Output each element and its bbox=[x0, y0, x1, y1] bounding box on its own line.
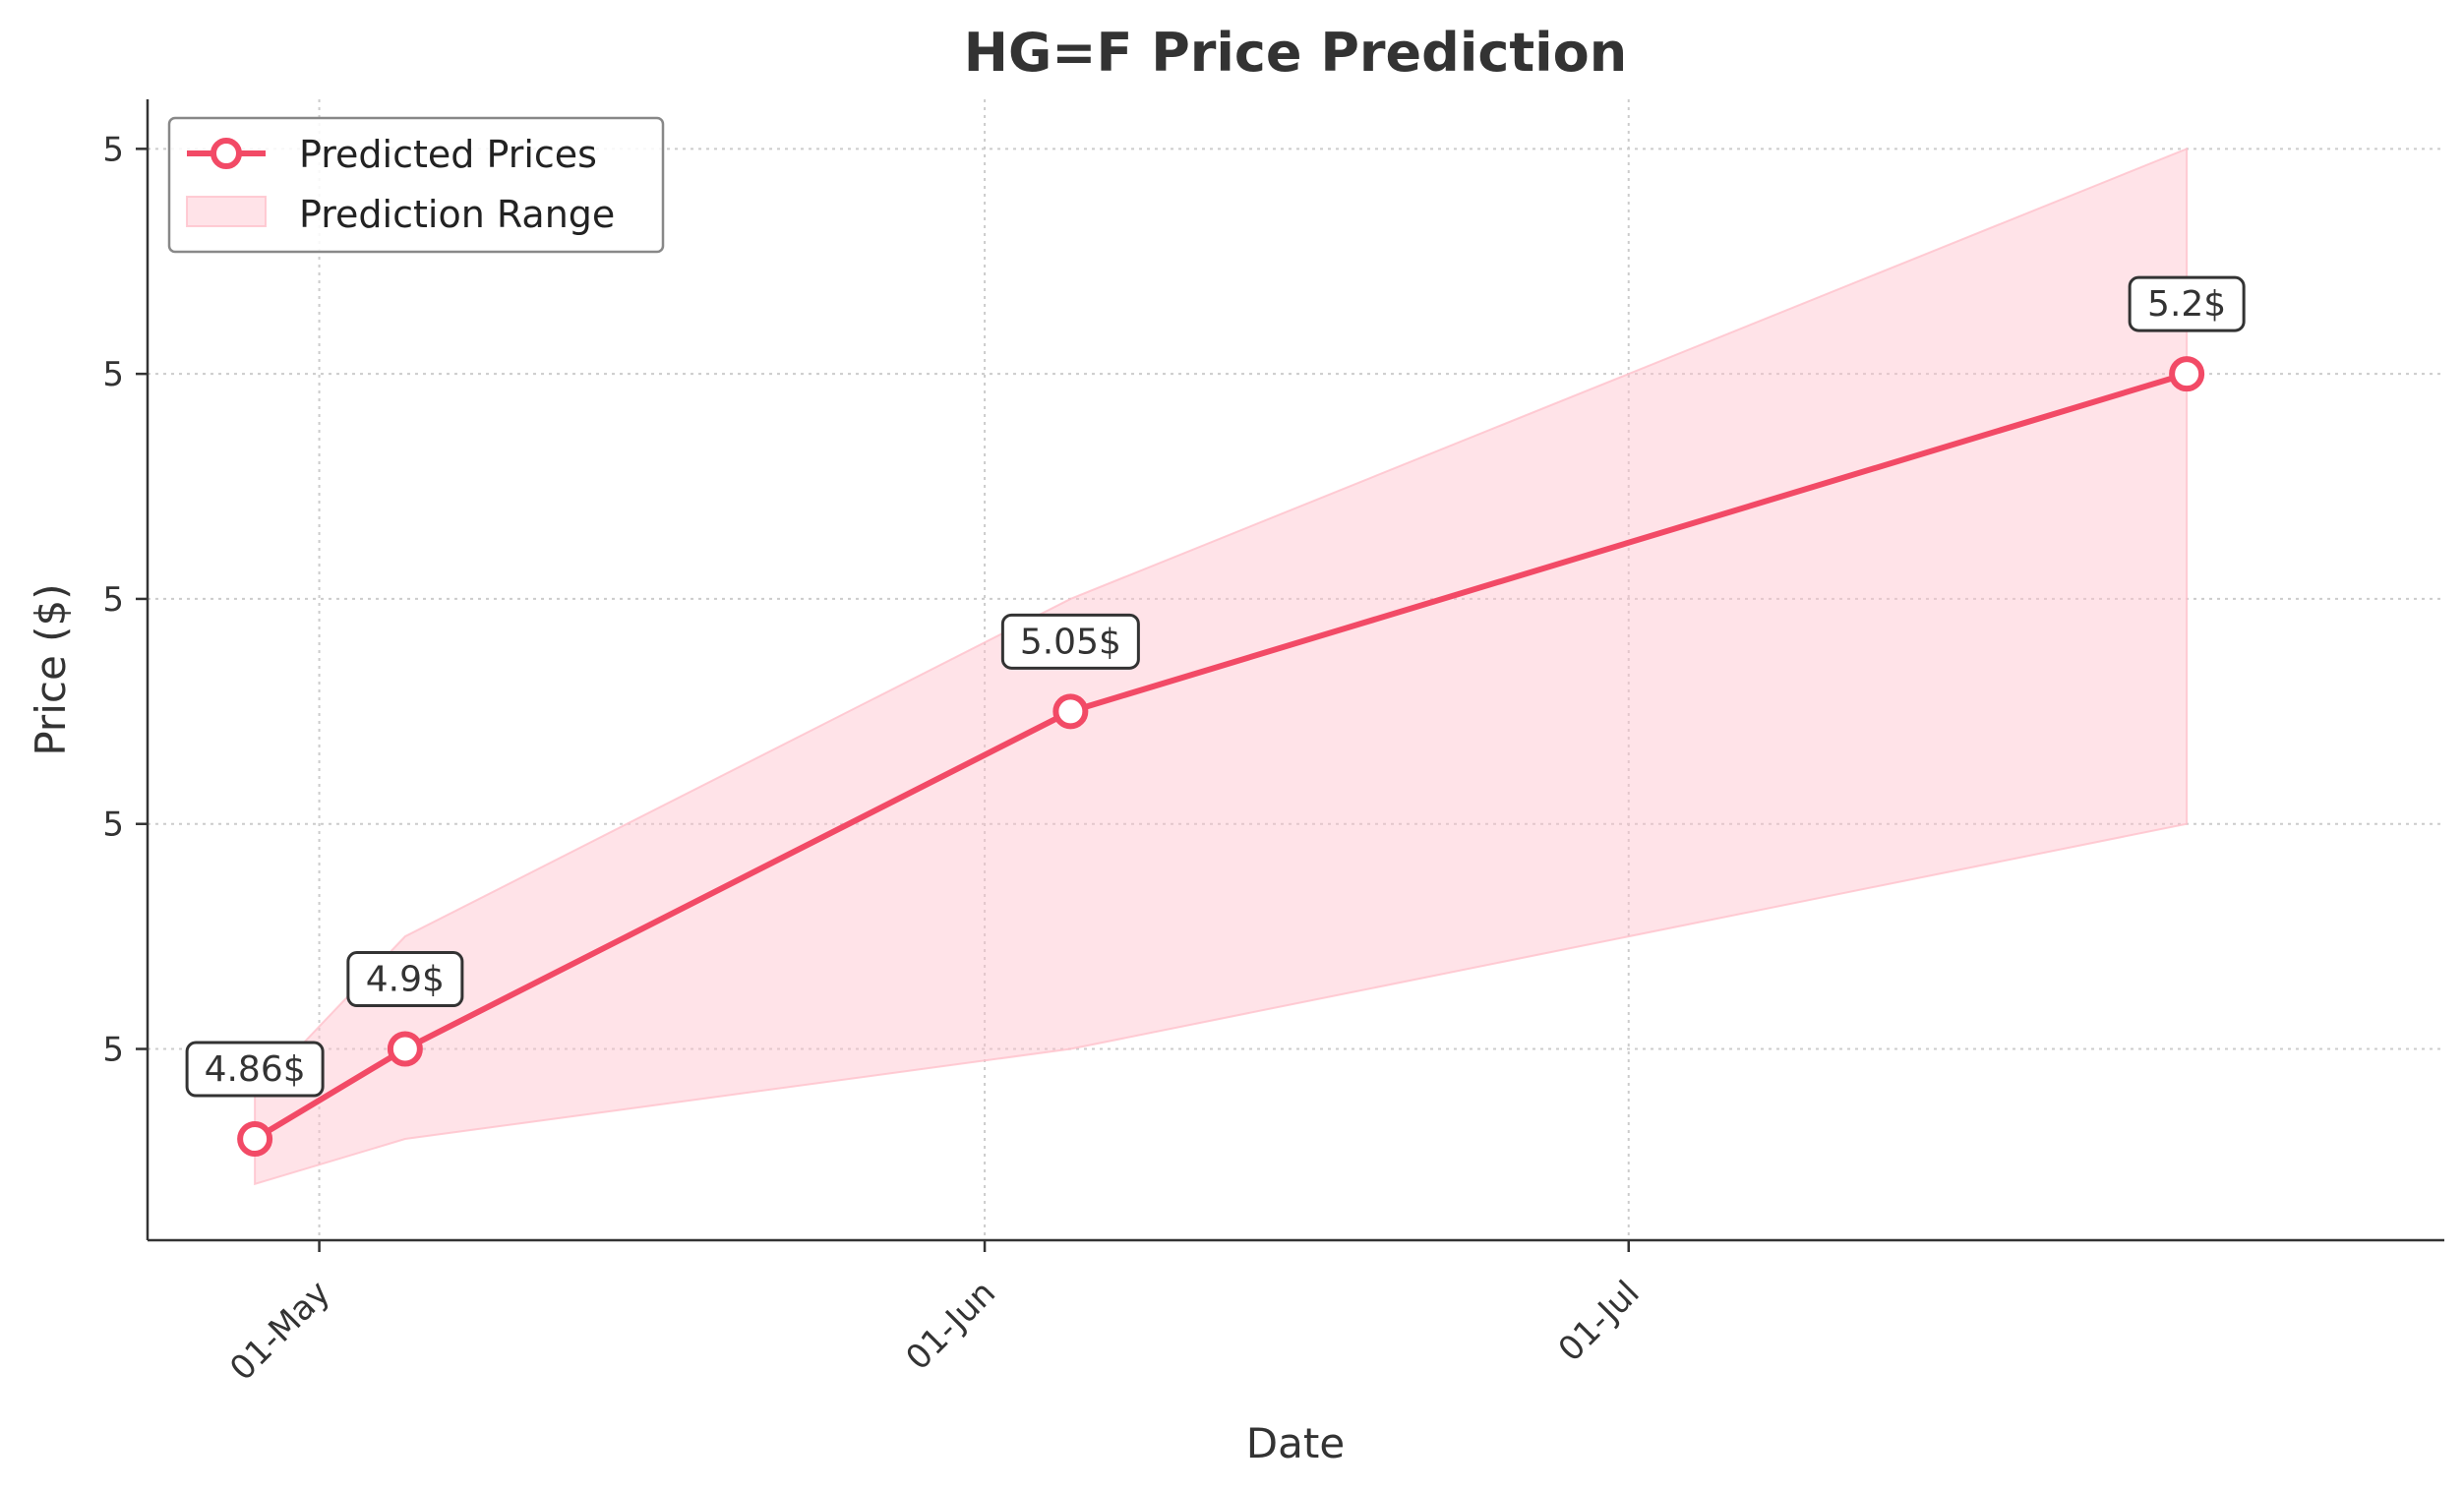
y-tick-label: 5 bbox=[102, 580, 124, 620]
legend-label-predicted-prices: Predicted Prices bbox=[299, 133, 597, 176]
y-tick-label: 5 bbox=[102, 130, 124, 169]
grid bbox=[148, 99, 2444, 1240]
chart-title: HG=F Price Prediction bbox=[964, 22, 1627, 84]
y-tick-label: 5 bbox=[102, 806, 124, 845]
legend: Predicted Prices Prediction Range bbox=[167, 116, 665, 254]
predicted-price-point bbox=[1052, 693, 1089, 730]
data-label-box bbox=[185, 1041, 325, 1098]
y-axis-label: Price ($) bbox=[27, 583, 75, 755]
x-axis-label: Date bbox=[1246, 1419, 1345, 1467]
legend-frame bbox=[167, 116, 665, 254]
predicted-price-point bbox=[2169, 356, 2205, 392]
predicted-price-point bbox=[387, 1031, 423, 1067]
data-label-box bbox=[346, 951, 464, 1008]
legend-label-prediction-range: Prediction Range bbox=[299, 193, 615, 236]
data-label-text: 5.2$ bbox=[2147, 284, 2226, 325]
data-label-box bbox=[1000, 613, 1140, 670]
legend-marker-swatch bbox=[210, 138, 242, 169]
predicted-price-point bbox=[237, 1121, 273, 1158]
data-label-text: 4.9$ bbox=[366, 960, 445, 1000]
data-points: 4.86$ 4.9$ 5.05$ 5.2$ bbox=[185, 275, 2246, 1158]
legend-range-swatch bbox=[186, 196, 267, 227]
data-label-box bbox=[2128, 275, 2246, 332]
y-tick-label: 5 bbox=[102, 1031, 124, 1070]
predicted-prices-line bbox=[252, 371, 2191, 1143]
data-label-text: 5.05$ bbox=[1020, 622, 1121, 662]
data-label-text: 4.86$ bbox=[205, 1049, 306, 1090]
y-tick-label: 5 bbox=[102, 355, 124, 394]
